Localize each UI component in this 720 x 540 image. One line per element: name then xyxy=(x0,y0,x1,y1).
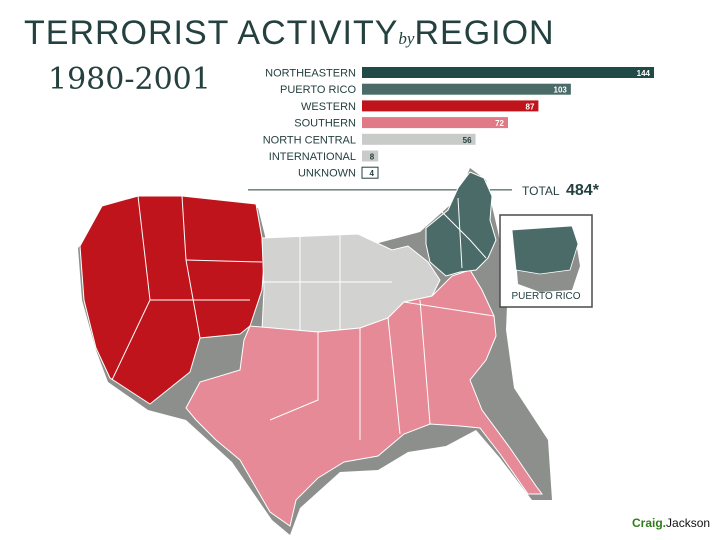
bar-category-label: INTERNATIONAL xyxy=(269,151,356,163)
credit-text: Craig.Jackson xyxy=(632,516,710,530)
title-part1: TERRORIST ACTIVITY xyxy=(24,14,399,52)
bar-value-label: 87 xyxy=(526,102,535,111)
bar xyxy=(362,83,571,95)
total-label: TOTAL xyxy=(522,184,560,198)
bar-value-label: 72 xyxy=(495,119,504,128)
bar-value-label: 103 xyxy=(554,86,568,95)
chart-subtitle-years: 1980-2001 xyxy=(48,62,211,97)
bar-value-label: 56 xyxy=(463,136,472,145)
chart-title: TERRORIST ACTIVITYbyREGION xyxy=(24,14,555,53)
bar xyxy=(362,100,539,112)
title-part2: REGION xyxy=(414,14,555,52)
bar-value-label: 4 xyxy=(370,169,375,178)
bar-value-label: 8 xyxy=(370,153,375,162)
region-southern xyxy=(185,269,543,527)
bar-category-label: NORTH CENTRAL xyxy=(263,134,356,146)
puerto-rico-shape xyxy=(511,225,579,275)
state-lines xyxy=(111,195,495,440)
bar-value-label: 144 xyxy=(637,69,651,78)
total-value: 484* xyxy=(566,182,600,199)
credit-last: Jackson xyxy=(666,516,711,530)
bar xyxy=(362,133,476,145)
bar-category-label: PUERTO RICO xyxy=(280,84,356,96)
bar xyxy=(362,150,379,162)
bar xyxy=(361,166,379,179)
region-northeastern xyxy=(425,171,497,277)
bar-category-label: NORTHEASTERN xyxy=(265,68,356,80)
bar xyxy=(362,117,508,129)
bar-chart: NORTHEASTERN 144 PUERTO RICO 103 WESTERN 87 SO… xyxy=(248,67,654,199)
bar-category-label: UNKNOWN xyxy=(298,168,356,180)
bar xyxy=(362,67,654,78)
inset-label: PUERTO RICO xyxy=(511,291,580,302)
bar-category-label: WESTERN xyxy=(301,101,356,113)
bar-category-label: SOUTHERN xyxy=(294,118,356,130)
us-region-map xyxy=(78,168,552,535)
title-by: by xyxy=(398,29,415,48)
puerto-rico-inset: PUERTO RICO xyxy=(499,214,593,308)
credit-first: Craig. xyxy=(632,516,667,530)
